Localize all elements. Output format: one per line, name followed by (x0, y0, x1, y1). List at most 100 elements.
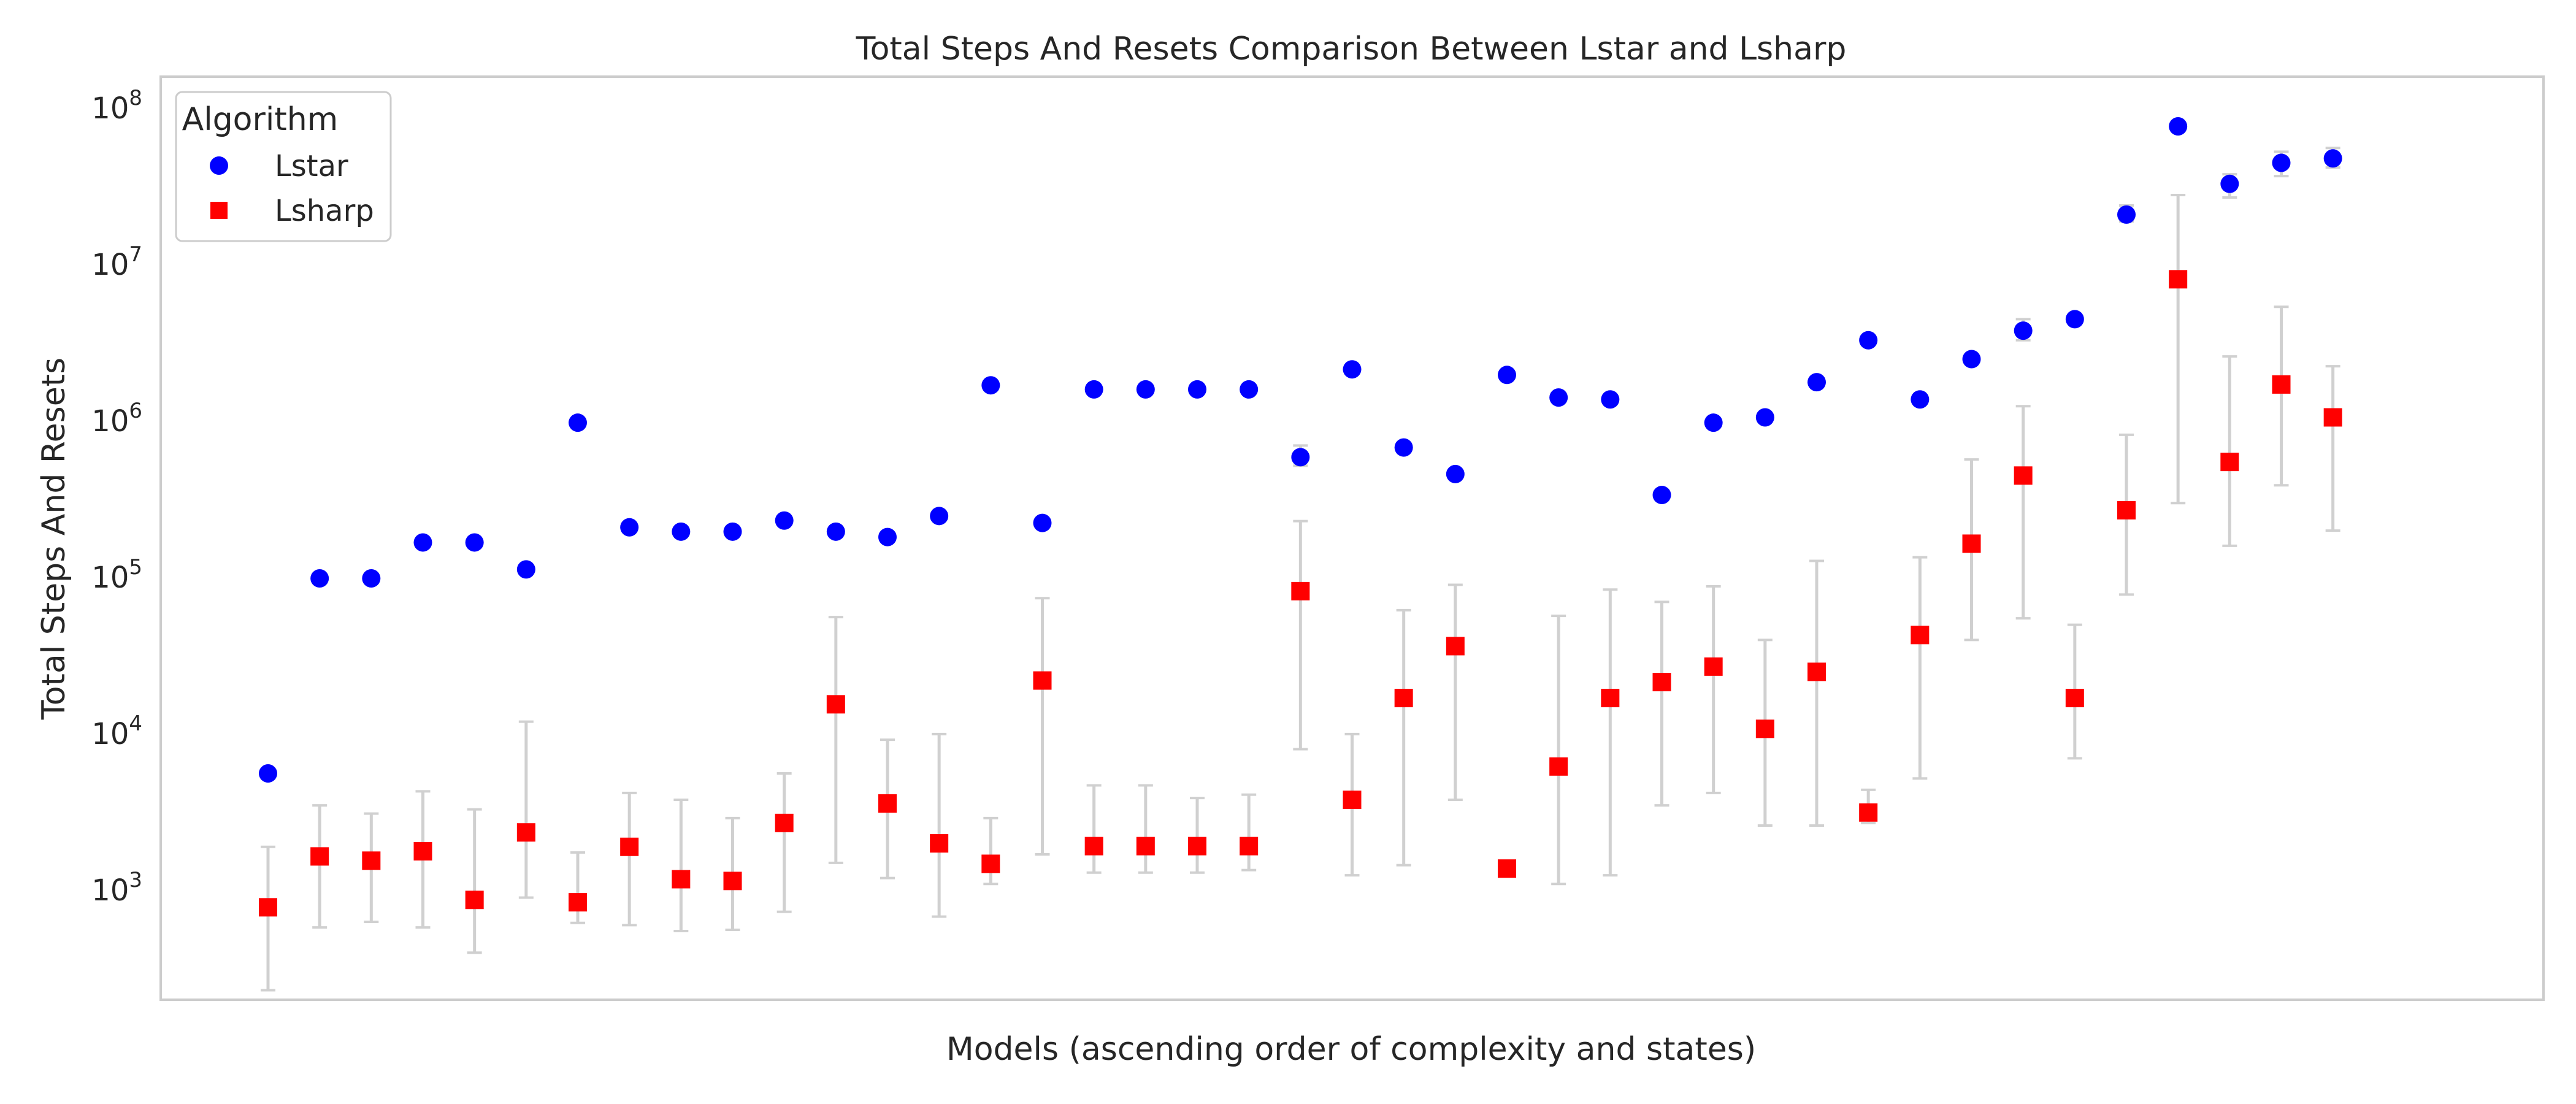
point-lsharp (1601, 689, 1620, 708)
point-lstar (1549, 388, 1568, 407)
point-lstar (2169, 117, 2188, 136)
point-lstar (516, 560, 535, 579)
y-tick-label: 106 (91, 399, 142, 439)
point-lstar (1859, 331, 1878, 350)
y-tick-exponent: 6 (129, 399, 142, 423)
point-lsharp (1962, 534, 1981, 553)
y-tick-exponent: 8 (129, 86, 142, 110)
point-lsharp (878, 794, 897, 813)
y-tick-base: 10 (91, 717, 129, 751)
point-lsharp (1084, 837, 1103, 856)
point-lstar (2065, 310, 2084, 329)
legend-box (175, 91, 392, 242)
point-lstar (1755, 408, 1774, 427)
point-lsharp (1446, 637, 1465, 656)
point-lsharp (1136, 837, 1155, 856)
point-lsharp (362, 851, 381, 870)
y-tick-label: 104 (91, 711, 142, 751)
y-tick-label: 107 (91, 242, 142, 282)
legend-lsharp-marker (210, 202, 228, 219)
point-lsharp (1652, 673, 1671, 692)
point-lstar (569, 413, 587, 432)
y-tick-base: 10 (91, 404, 129, 439)
point-lsharp (1394, 689, 1413, 708)
point-lstar (2014, 321, 2033, 340)
point-lstar (2220, 174, 2239, 193)
point-lstar (1188, 380, 1206, 399)
point-lsharp (2117, 500, 2136, 519)
y-tick-base: 10 (91, 91, 129, 126)
point-lsharp (723, 872, 742, 891)
point-lstar (2272, 153, 2291, 172)
plot-frame (159, 75, 2545, 1001)
y-tick-label: 108 (91, 86, 142, 126)
point-lstar (1962, 350, 1981, 369)
y-axis-label: Total Steps And Resets (36, 358, 72, 720)
point-lsharp (1704, 657, 1723, 676)
point-lstar (2117, 205, 2136, 224)
point-lsharp (259, 898, 277, 917)
point-lsharp (413, 841, 432, 861)
point-lstar (1394, 438, 1413, 457)
point-lstar (1704, 413, 1723, 432)
point-lstar (362, 569, 381, 588)
point-lstar (1601, 390, 1620, 409)
point-lsharp (826, 695, 845, 714)
point-lstar (259, 764, 277, 783)
point-lsharp (620, 837, 639, 856)
point-lstar (1084, 380, 1103, 399)
point-lsharp (465, 891, 484, 910)
point-lstar (310, 569, 329, 588)
legend: Algorithm Lstar Lsharp (175, 91, 392, 242)
y-tick-exponent: 5 (129, 555, 142, 580)
y-tick-exponent: 7 (129, 242, 142, 267)
point-lstar (2323, 149, 2342, 168)
y-tick-label: 105 (91, 555, 142, 595)
point-lsharp (310, 847, 329, 866)
point-lsharp (1755, 719, 1774, 738)
point-lstar (826, 522, 845, 541)
point-lstar (1807, 373, 1826, 392)
point-lstar (1911, 390, 1930, 409)
point-lstar (1446, 464, 1465, 483)
point-lsharp (1807, 662, 1826, 681)
chart-title: Total Steps And Resets Comparison Betwee… (856, 31, 1847, 67)
x-axis-label: Models (ascending order of complexity an… (946, 1031, 1756, 1068)
point-lsharp (1291, 581, 1310, 600)
legend-lstar-label: Lstar (275, 149, 348, 183)
point-lstar (1240, 380, 1259, 399)
point-lstar (878, 527, 897, 546)
markers-layer (259, 117, 2342, 917)
point-lstar (775, 511, 794, 530)
point-lstar (1498, 366, 1516, 385)
point-lstar (1652, 486, 1671, 505)
point-lsharp (1343, 790, 1362, 809)
point-lstar (672, 522, 691, 541)
point-lsharp (775, 813, 794, 832)
point-lsharp (2220, 453, 2239, 472)
y-tick-base: 10 (91, 248, 129, 282)
point-lsharp (569, 893, 587, 912)
point-lsharp (1498, 859, 1516, 878)
y-tick-exponent: 3 (129, 868, 142, 892)
point-lsharp (1911, 626, 1930, 645)
point-lsharp (2014, 466, 2033, 485)
errorbars-layer (261, 147, 2340, 992)
point-lsharp (1188, 837, 1206, 856)
point-lsharp (2323, 408, 2342, 427)
point-lsharp (1033, 671, 1052, 690)
y-tick-base: 10 (91, 873, 129, 908)
point-lsharp (1549, 757, 1568, 776)
point-lsharp (1240, 837, 1259, 856)
point-lstar (1033, 513, 1052, 532)
legend-lsharp-label: Lsharp (275, 194, 374, 228)
point-lstar (620, 518, 639, 537)
point-lsharp (2065, 689, 2084, 708)
y-tick-exponent: 4 (129, 711, 142, 736)
point-lstar (981, 376, 1000, 395)
legend-lstar-marker (210, 156, 228, 175)
